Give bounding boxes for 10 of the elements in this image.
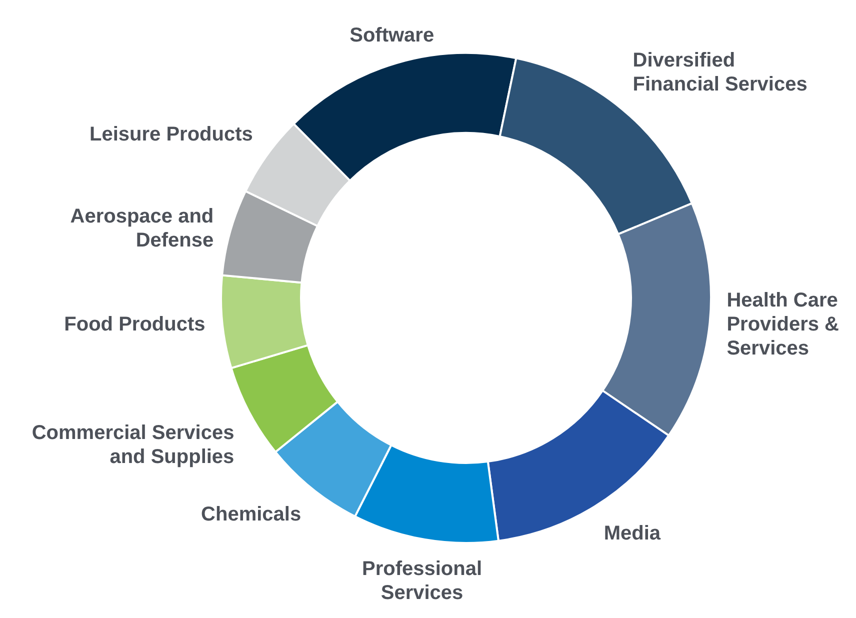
slice-label: Chemicals: [201, 503, 302, 526]
slice-label: Leisure Products: [90, 123, 253, 146]
slice-label: Software: [350, 24, 434, 46]
slice-label: Media: [604, 522, 662, 545]
slice-label: Diversified Financial Services: [632, 50, 808, 96]
slice-label: Aerospace and Defense: [70, 205, 214, 252]
slice-label: Commercial Services and Supplies: [32, 422, 234, 468]
slice-label: Health Care Providers & Services: [726, 290, 839, 360]
slice-label: Food Products: [64, 313, 206, 336]
slice-label: Professional Services: [362, 558, 482, 604]
